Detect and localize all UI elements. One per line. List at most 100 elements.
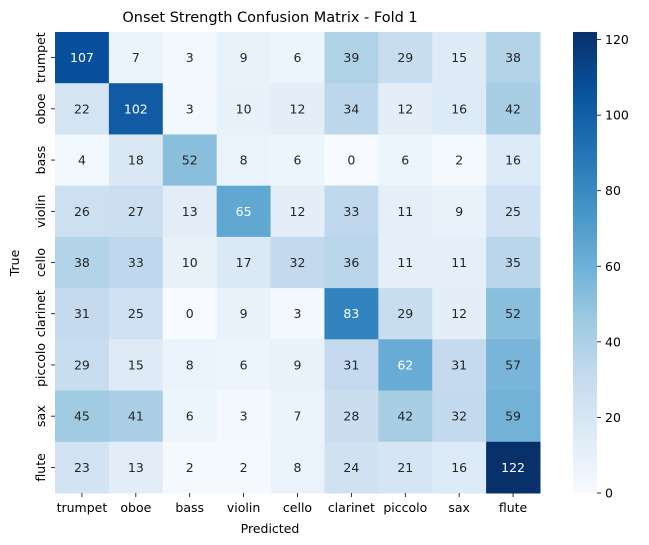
cell-value-label: 10: [236, 101, 252, 116]
x-tick-label: sax: [448, 500, 470, 515]
cell-value-label: 16: [505, 153, 521, 168]
colorbar-tick-label: 0: [605, 486, 613, 501]
cell-value-label: 52: [505, 306, 521, 321]
heatmap-cell: [270, 134, 325, 187]
x-axis-label: Predicted: [241, 521, 300, 536]
x-tick-label: bass: [175, 500, 204, 515]
cell-value-label: 22: [74, 101, 90, 116]
y-tick-label: violin: [33, 195, 48, 228]
cell-value-label: 83: [343, 306, 359, 321]
heatmap-cell: [324, 236, 379, 289]
cell-value-label: 38: [74, 255, 90, 270]
cell-value-label: 59: [505, 409, 521, 424]
y-tick-label: oboe: [33, 93, 48, 124]
cell-value-label: 7: [132, 50, 140, 65]
cell-value-label: 9: [455, 204, 463, 219]
heatmap-cell: [432, 32, 487, 84]
heatmap-cell: [486, 236, 541, 289]
heatmap-cell: [270, 441, 325, 494]
colorbar-ticks: 0 20 40 60 80 100 120: [597, 32, 629, 501]
y-tick-label: sax: [33, 405, 48, 427]
heatmap-cell: [216, 83, 272, 135]
heatmap-cell: [270, 339, 325, 392]
cell-value-label: 34: [343, 101, 359, 116]
y-tick-label: clarinet: [33, 290, 48, 337]
cell-value-label: 11: [397, 255, 413, 270]
heatmap-cell: [270, 288, 325, 340]
cell-value-label: 11: [397, 204, 413, 219]
cell-value-label: 3: [240, 409, 248, 424]
cell-value-label: 10: [182, 255, 198, 270]
heatmap-cell: [270, 185, 325, 238]
cell-value-label: 8: [294, 460, 302, 475]
cell-value-label: 6: [186, 409, 194, 424]
heatmap-cell: [108, 339, 164, 392]
y-axis-ticks: trumpet oboe bass violin cello clarinet piccol…: [33, 32, 55, 482]
cell-value-label: 8: [186, 357, 194, 372]
cell-value-label: 33: [343, 204, 359, 219]
heatmap-cell: [108, 83, 164, 135]
cell-value-label: 0: [186, 306, 194, 321]
heatmap-cell: [162, 441, 218, 494]
cell-value-label: 16: [451, 460, 467, 475]
heatmap-cell: [162, 185, 218, 238]
cell-value-label: 33: [128, 255, 144, 270]
colorbar-tick-label: 20: [605, 410, 621, 425]
cell-value-label: 62: [397, 357, 413, 372]
heatmap-cell: [324, 32, 379, 84]
cell-value-label: 6: [240, 357, 248, 372]
heatmap-cell: [378, 32, 433, 84]
heatmap-cell: [162, 339, 218, 392]
cell-value-label: 9: [294, 357, 302, 372]
heatmap-cell: [486, 390, 541, 443]
cell-value-label: 65: [236, 204, 252, 219]
heatmap-cell: [270, 236, 325, 289]
cell-value-label: 2: [186, 460, 194, 475]
cell-value-label: 3: [186, 101, 194, 116]
colorbar: [573, 32, 597, 493]
heatmap-cell: [378, 288, 433, 340]
heatmap-cell: [216, 134, 272, 187]
y-tick-label: piccolo: [33, 343, 48, 387]
colorbar-tick-label: 40: [605, 334, 621, 349]
heatmap-cell: [432, 288, 487, 340]
heatmap-cell: [216, 185, 272, 238]
cell-value-label: 26: [74, 204, 90, 219]
cell-value-label: 2: [240, 460, 248, 475]
colorbar-tick-label: 80: [605, 183, 621, 198]
cell-value-label: 11: [451, 255, 467, 270]
heatmap-cell: [55, 83, 110, 135]
heatmap-cell: [432, 236, 487, 289]
cell-value-label: 24: [343, 460, 359, 475]
heatmap-cell: [324, 390, 379, 443]
heatmap-cell: [162, 83, 218, 135]
y-axis-label: True: [7, 249, 22, 277]
cell-value-label: 3: [294, 306, 302, 321]
heatmap-cell: [432, 390, 487, 443]
heatmap-cell: [378, 390, 433, 443]
cell-value-label: 23: [74, 460, 90, 475]
cell-value-label: 29: [397, 50, 413, 65]
cell-value-label: 0: [347, 153, 355, 168]
cell-value-label: 35: [505, 255, 521, 270]
heatmap-cell: [162, 236, 218, 289]
heatmap-cell: [108, 441, 164, 494]
cell-value-label: 25: [128, 306, 144, 321]
cell-value-label: 36: [343, 255, 359, 270]
cell-value-label: 45: [74, 409, 90, 424]
cell-value-label: 12: [451, 306, 467, 321]
colorbar-tick-label: 120: [605, 32, 629, 47]
heatmap-cell: [162, 288, 218, 340]
cell-value-label: 6: [401, 153, 409, 168]
heatmap-cell: [486, 441, 541, 494]
cell-value-label: 57: [505, 357, 521, 372]
x-tick-label: cello: [283, 500, 312, 515]
cell-value-label: 29: [397, 306, 413, 321]
cell-value-label: 12: [290, 204, 306, 219]
cell-value-label: 29: [74, 357, 90, 372]
cell-value-label: 32: [451, 409, 467, 424]
heatmap-cell: [432, 339, 487, 392]
heatmap-cell: [108, 134, 164, 187]
